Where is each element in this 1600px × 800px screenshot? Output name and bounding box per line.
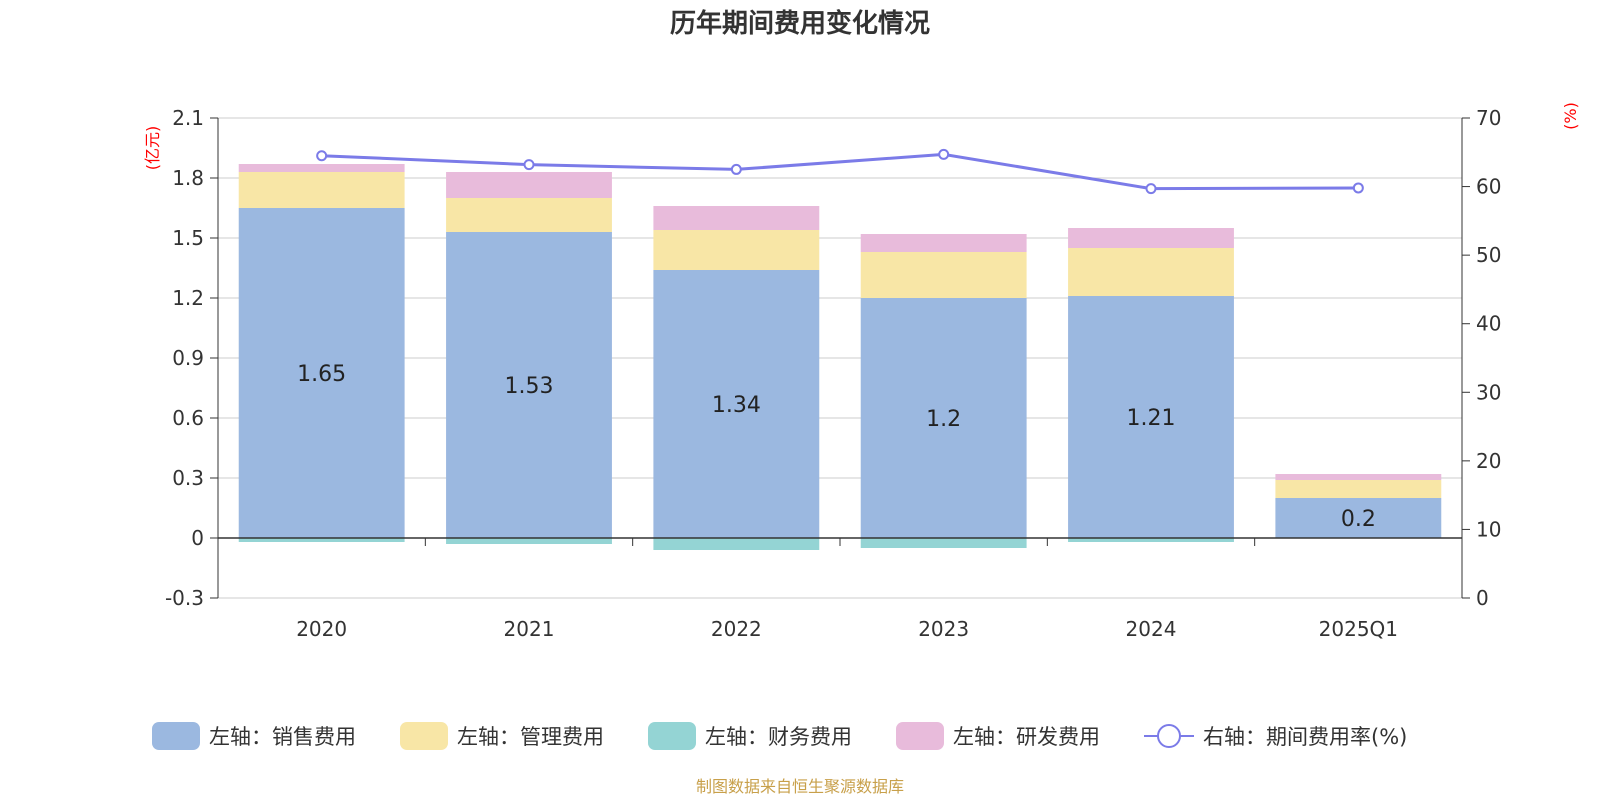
right-tick-label: 40 — [1476, 312, 1501, 336]
bar-segment — [860, 538, 1027, 548]
rate-line-point — [1352, 182, 1364, 194]
bar-segment — [653, 270, 820, 538]
bar-segment — [653, 206, 820, 230]
source-note: 制图数据来自恒生聚源数据库 — [696, 777, 904, 796]
bar-segment — [1068, 538, 1234, 542]
rate-line-point — [730, 163, 742, 175]
bar-segment — [238, 538, 405, 542]
right-tick-label: 50 — [1476, 243, 1501, 267]
legend-label: 左轴：管理费用 — [457, 725, 604, 749]
rate-line-point — [523, 159, 535, 171]
bar-segment — [446, 198, 612, 232]
legend-marker — [1157, 724, 1181, 748]
legend-label: 左轴：销售费用 — [209, 725, 356, 749]
bars — [238, 164, 1442, 550]
x-tick-label: 2023 — [918, 617, 969, 641]
legend-swatch — [152, 722, 200, 750]
bar-value-label: 1.2 — [926, 407, 961, 432]
rate-line — [316, 148, 1364, 195]
axes: -0.3 0 0.3 0.6 0.9 1.2 1.5 1.8 2.1 0 10 20 30 40 50 60 7… — [143, 102, 1580, 641]
x-tick-label: 2022 — [711, 617, 762, 641]
legend-swatch — [648, 722, 696, 750]
bar-segment — [1275, 474, 1442, 480]
legend-label: 左轴：研发费用 — [953, 725, 1100, 749]
bar-segment — [446, 232, 612, 538]
bar-segment — [446, 172, 612, 198]
bar-segment — [1068, 248, 1234, 296]
chart-title: 历年期间费用变化情况 — [670, 8, 930, 39]
x-tick-label: 2021 — [504, 617, 555, 641]
left-tick-label: 2.1 — [172, 106, 204, 130]
bar-segment — [860, 234, 1027, 252]
right-tick-label: 30 — [1476, 380, 1501, 404]
x-tick-label: 2020 — [296, 617, 347, 641]
bar-segment — [860, 298, 1027, 538]
right-tick-label: 10 — [1476, 517, 1501, 541]
legend-label: 右轴：期间费用率(%) — [1203, 725, 1407, 749]
legend-swatch — [896, 722, 944, 750]
left-tick-label: 0.9 — [172, 346, 204, 370]
left-tick-label: 0 — [191, 526, 204, 550]
left-tick-label: 1.8 — [172, 166, 204, 190]
gridlines — [218, 117, 1462, 599]
legend: 左轴：销售费用 左轴：管理费用 左轴：财务费用 左轴：研发费用 右轴：期间费用率(%) — [152, 722, 1407, 750]
x-tick-label: 2024 — [1126, 617, 1177, 641]
left-axis-unit: (亿元) — [143, 126, 162, 171]
bar-segment — [446, 538, 612, 544]
x-tick-label: 2025Q1 — [1319, 617, 1398, 641]
left-tick-label: -0.3 — [165, 586, 204, 610]
bar-segment — [1275, 480, 1442, 498]
rate-line-path — [321, 152, 1359, 191]
bar-segment — [1275, 498, 1442, 538]
legend-swatch — [400, 722, 448, 750]
rate-line-point — [316, 150, 328, 162]
bar-segment — [238, 208, 405, 538]
bar-segment — [653, 230, 820, 270]
right-axis-unit: (%) — [1561, 102, 1580, 130]
bar-segment — [238, 164, 405, 172]
bar-segment — [238, 172, 405, 208]
bar-value-label: 1.65 — [297, 362, 346, 387]
right-tick-label: 60 — [1476, 175, 1501, 199]
rate-line-point — [1145, 183, 1157, 195]
bar-value-label: 0.2 — [1341, 507, 1376, 532]
bar-segment — [1068, 228, 1234, 248]
left-tick-label: 0.3 — [172, 466, 204, 490]
right-tick-label: 20 — [1476, 449, 1501, 473]
rate-line-point — [938, 148, 950, 160]
right-tick-label: 70 — [1476, 106, 1501, 130]
left-tick-label: 1.5 — [172, 226, 204, 250]
left-tick-label: 0.6 — [172, 406, 204, 430]
left-tick-label: 1.2 — [172, 286, 204, 310]
bar-value-label: 1.21 — [1127, 406, 1176, 431]
bar-value-label: 1.34 — [712, 393, 761, 418]
data-labels: 1.65 1.53 1.34 1.2 1.21 0.2 — [297, 362, 1376, 532]
bar-value-label: 1.53 — [505, 374, 554, 399]
legend-label: 左轴：财务费用 — [705, 725, 852, 749]
right-tick-label: 0 — [1476, 586, 1489, 610]
bar-segment — [860, 252, 1027, 298]
bar-segment — [653, 538, 820, 550]
bar-segment — [1068, 296, 1234, 538]
